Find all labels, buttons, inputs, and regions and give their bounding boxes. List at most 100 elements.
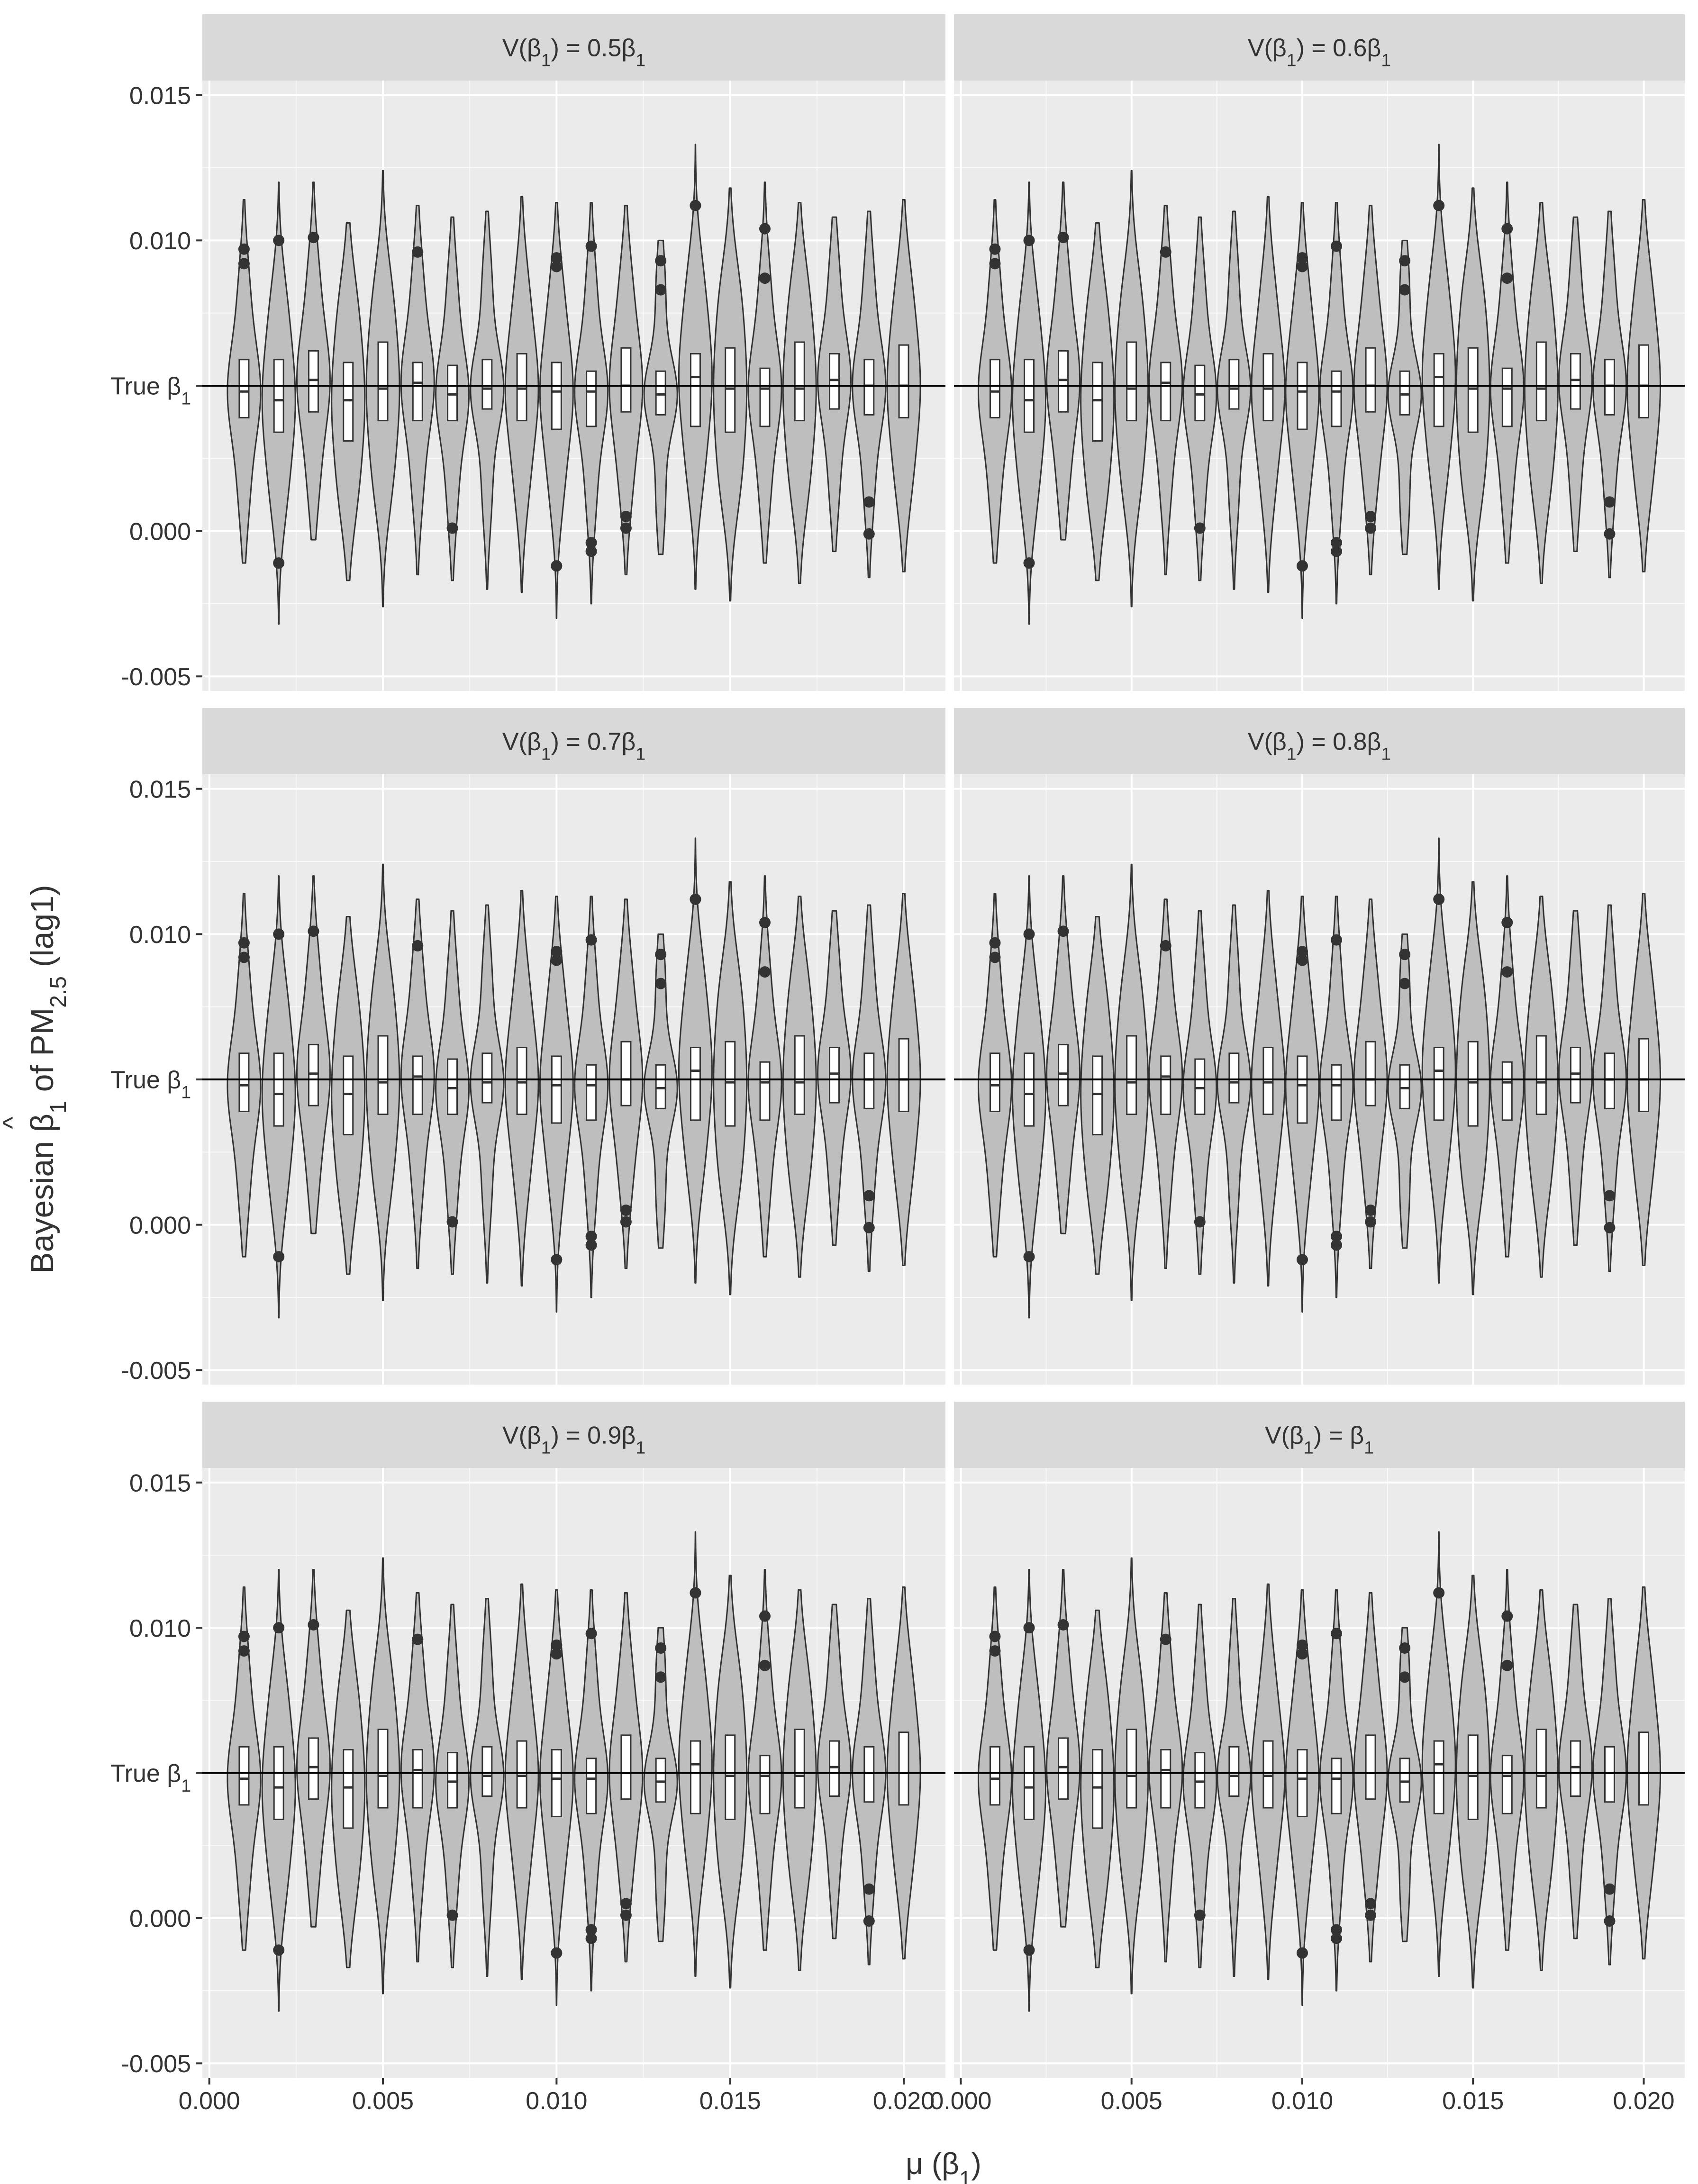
facet-label: V(β1) = 0.6β1 [1248, 35, 1391, 70]
outlier-point [308, 925, 319, 937]
box-iqr [238, 1052, 250, 1112]
outlier-point [273, 1944, 285, 1956]
box-iqr [1365, 347, 1376, 413]
outlier-point [1501, 223, 1513, 235]
violin-mark [1353, 1592, 1388, 1963]
violin-mark [713, 1575, 748, 1989]
y-tick-label: 0.015 [129, 776, 191, 803]
violin-mark [1387, 933, 1422, 1249]
violin-mark [1592, 1598, 1627, 1966]
box-iqr [1535, 1035, 1547, 1115]
outlier-point [308, 1619, 319, 1631]
violin-mark [435, 216, 470, 581]
box-iqr [794, 1035, 805, 1115]
y-tick-label: 0.000 [129, 518, 191, 545]
violin-mark [1182, 1604, 1217, 1968]
violin-mark [400, 205, 435, 576]
box-iqr [725, 1041, 736, 1127]
box-iqr [1570, 353, 1581, 410]
box-iqr [273, 1746, 284, 1821]
violin-mark [1080, 1609, 1115, 1968]
violin-mark [643, 239, 678, 555]
violin-mark [470, 1598, 505, 1977]
x-tick-label: 0.010 [526, 2087, 587, 2115]
violin-mark [1114, 170, 1149, 607]
violin-mark [713, 881, 748, 1296]
box-iqr [1024, 1052, 1035, 1127]
outlier-point [446, 522, 458, 534]
violin-mark [1217, 210, 1252, 590]
violin-mark [1558, 910, 1593, 1246]
outlier-point [1331, 545, 1343, 557]
outlier-point [551, 946, 563, 958]
outlier-point [1399, 1671, 1411, 1683]
box-iqr [1058, 1737, 1069, 1800]
box-iqr [863, 359, 875, 416]
y-tick-label-true-beta: True β1 [110, 1067, 191, 1102]
outlier-point [1160, 1633, 1171, 1645]
outlier-point [1433, 893, 1445, 905]
outlier-point [551, 1254, 563, 1266]
outlier-point [1023, 1622, 1035, 1634]
box-iqr [1501, 1061, 1513, 1121]
violin-mark [1182, 910, 1217, 1275]
box-iqr [1399, 1758, 1410, 1803]
outlier-point [1023, 928, 1035, 940]
violin-mark [977, 1586, 1012, 1951]
y-tick-label: 0.015 [129, 1469, 191, 1497]
box-iqr [794, 1729, 805, 1809]
outlier-point [1296, 1254, 1308, 1266]
box-iqr [1160, 362, 1171, 422]
y-axis-title: Bayesian β1 of PM2.5 (lag1)^ [0, 885, 71, 1273]
box-iqr [1126, 1035, 1137, 1115]
box-iqr [1467, 1734, 1479, 1821]
violin-mark [747, 181, 782, 564]
box-iqr [1570, 1047, 1581, 1104]
outlier-point [585, 1239, 597, 1251]
outlier-point [1296, 954, 1308, 966]
violin-mark [227, 892, 262, 1258]
box-iqr [1297, 362, 1308, 430]
outlier-point [989, 243, 1001, 255]
outlier-point [1023, 1251, 1035, 1263]
outlier-point [1365, 1216, 1377, 1228]
outlier-point [412, 246, 424, 258]
outlier-point [1399, 284, 1411, 296]
violin-mark [296, 875, 331, 1234]
box-iqr [586, 1758, 597, 1814]
outlier-point [655, 1671, 667, 1683]
violin-mark [1046, 875, 1081, 1234]
violin-mark [608, 898, 644, 1269]
y-tick-label: 0.000 [129, 1212, 191, 1239]
x-tick-label: 0.000 [179, 2087, 240, 2115]
outlier-point [585, 1231, 597, 1242]
box-iqr [1126, 1729, 1137, 1809]
box-iqr [1535, 341, 1547, 422]
outlier-point [1331, 1628, 1343, 1640]
outlier-point [863, 528, 875, 540]
outlier-point [1399, 1642, 1411, 1654]
box-iqr [343, 1749, 354, 1829]
violin-mark [1251, 196, 1286, 593]
box-iqr [1399, 1064, 1410, 1109]
box-iqr [1638, 1731, 1650, 1806]
box-iqr [1331, 370, 1342, 427]
outlier-point [989, 258, 1001, 270]
box-iqr [586, 370, 597, 427]
box-iqr [863, 1052, 875, 1109]
box-iqr [1092, 1055, 1103, 1136]
violin-mark [470, 210, 505, 590]
violin-mark [1251, 1583, 1286, 1980]
outlier-point [585, 240, 597, 252]
box-iqr [238, 359, 250, 418]
box-iqr [1160, 1749, 1171, 1809]
box-iqr [1092, 362, 1103, 442]
violin-mark [1114, 1557, 1149, 1994]
y-tick-label: 0.000 [129, 1905, 191, 1933]
violin-mark [1285, 202, 1320, 619]
outlier-point [1057, 232, 1069, 244]
violin-mark [1080, 916, 1115, 1275]
violin-mark [331, 1609, 366, 1968]
outlier-point [238, 1645, 250, 1657]
box-iqr [1604, 359, 1615, 416]
